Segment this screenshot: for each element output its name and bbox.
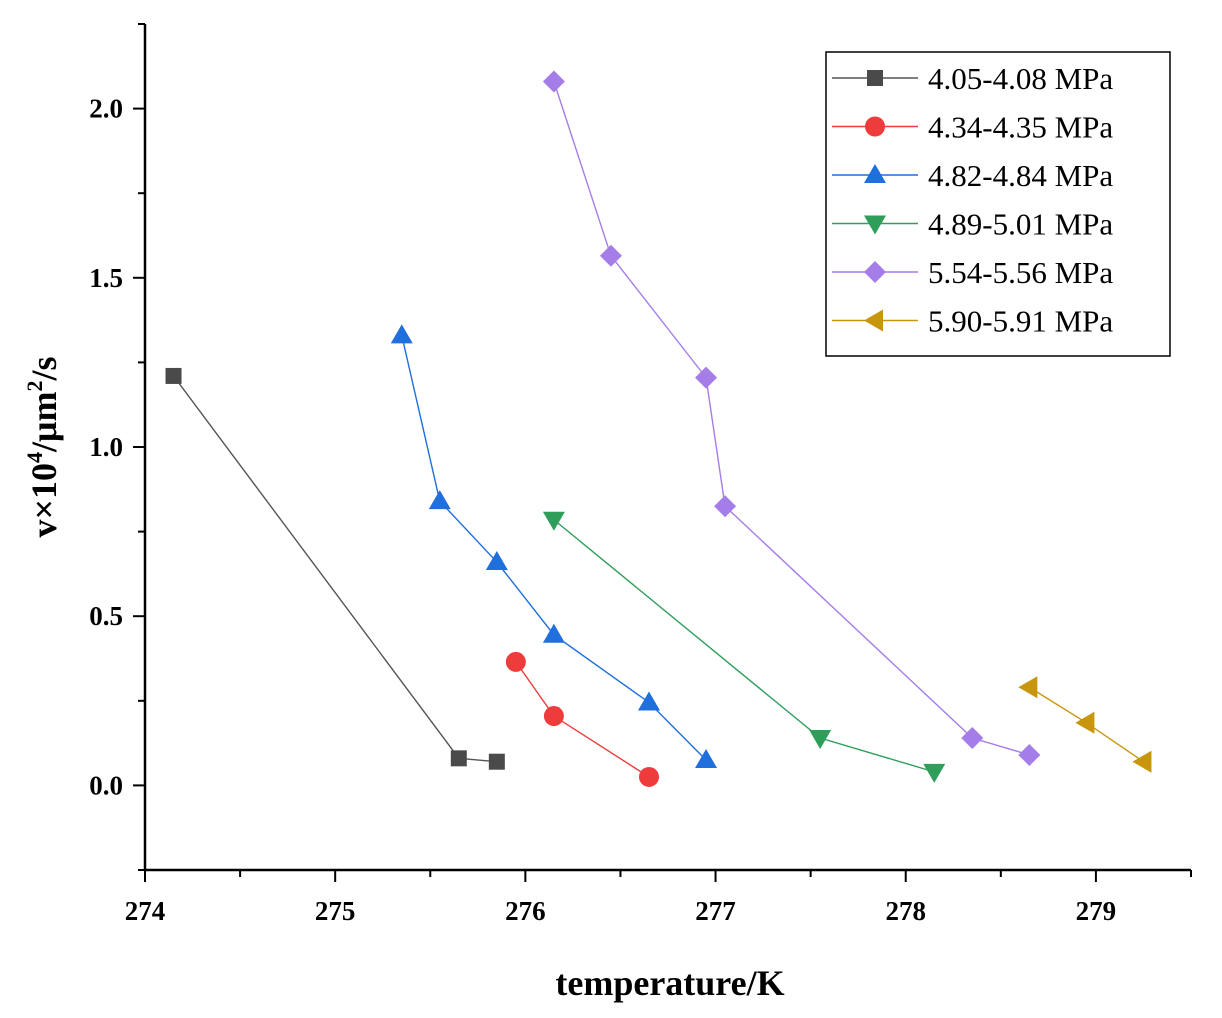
data-point xyxy=(165,367,182,384)
y-tick-label: 0.5 xyxy=(89,601,123,631)
y-axis-title-sup1: 4 xyxy=(22,452,47,463)
x-tick-label: 279 xyxy=(1076,896,1117,926)
series-layer xyxy=(165,70,1152,787)
y-axis-title-pre: v×10 xyxy=(24,463,64,538)
data-point xyxy=(485,551,508,571)
legend-box xyxy=(825,51,1171,357)
data-point xyxy=(714,495,737,518)
data-point xyxy=(505,651,526,672)
data-point xyxy=(638,766,659,787)
data-point xyxy=(542,623,565,643)
data-point xyxy=(599,244,622,267)
axes: 274 275 276 277 278 279 0.0 0.5 1.0 1.5 2.0 xyxy=(89,23,1192,926)
x-axis-title: temperature/K xyxy=(555,963,784,1003)
data-point xyxy=(542,511,565,531)
series-line xyxy=(553,81,1030,756)
y-tick-label: 0.0 xyxy=(89,770,123,800)
series-2 xyxy=(505,651,659,787)
data-point xyxy=(1018,676,1038,699)
series-4 xyxy=(542,511,946,783)
x-tick-label: 278 xyxy=(885,896,926,926)
legend-marker xyxy=(864,261,886,283)
data-point xyxy=(1075,711,1095,734)
y-axis-title-post: /s xyxy=(24,357,64,382)
y-tick-label: 1.5 xyxy=(89,263,123,293)
data-point xyxy=(637,691,660,711)
data-point xyxy=(809,730,832,750)
series-line xyxy=(401,335,707,761)
series-6 xyxy=(1018,676,1152,773)
legend-marker xyxy=(867,70,883,86)
legend-entry: 4.89-5.01 MPa xyxy=(832,207,1113,242)
x-tick-label: 277 xyxy=(695,896,736,926)
y-axis-title: v×104/μm2/s xyxy=(22,357,64,538)
legend-label: 4.89-5.01 MPa xyxy=(928,207,1113,242)
legend-entry: 4.34-4.35 MPa xyxy=(832,110,1113,145)
data-point xyxy=(450,750,467,767)
legend-label: 5.54-5.56 MPa xyxy=(928,255,1113,290)
legend-label: 4.05-4.08 MPa xyxy=(928,61,1113,96)
y-axis-title-sup2: 2 xyxy=(22,381,47,392)
data-point xyxy=(488,753,505,770)
x-tick-label: 275 xyxy=(315,896,356,926)
x-tick-label: 274 xyxy=(125,896,166,926)
legend-label: 4.82-4.84 MPa xyxy=(928,158,1113,193)
x-tick-label: 276 xyxy=(505,896,546,926)
data-point xyxy=(428,490,451,510)
data-point xyxy=(695,366,718,389)
legend-entry: 5.54-5.56 MPa xyxy=(832,255,1113,290)
legend-marker xyxy=(864,309,883,332)
data-point xyxy=(390,324,413,344)
legend-marker xyxy=(864,215,886,235)
legend-label: 5.90-5.91 MPa xyxy=(928,304,1113,339)
data-point xyxy=(923,763,946,783)
legend-marker xyxy=(864,164,886,183)
data-point xyxy=(695,749,718,769)
legend-entry: 4.82-4.84 MPa xyxy=(832,158,1113,193)
data-point xyxy=(542,70,565,93)
legend-entry: 4.05-4.08 MPa xyxy=(832,61,1113,96)
data-point xyxy=(961,727,984,750)
legend-entry: 5.90-5.91 MPa xyxy=(832,304,1113,339)
legend-label: 4.34-4.35 MPa xyxy=(928,110,1113,145)
series-3 xyxy=(390,324,718,769)
series-5 xyxy=(542,70,1041,766)
data-point xyxy=(543,706,564,727)
y-tick-label: 2.0 xyxy=(89,94,123,124)
data-point xyxy=(1132,750,1152,773)
legend: 4.05-4.08 MPa 4.34-4.35 MPa 4.82-4.84 MPa 4… xyxy=(825,51,1171,357)
legend-marker xyxy=(865,116,885,137)
series-1 xyxy=(165,367,505,770)
y-tick-label: 1.0 xyxy=(89,432,123,462)
data-point xyxy=(1018,743,1041,766)
y-axis-title-mid: /μm xyxy=(24,392,64,453)
